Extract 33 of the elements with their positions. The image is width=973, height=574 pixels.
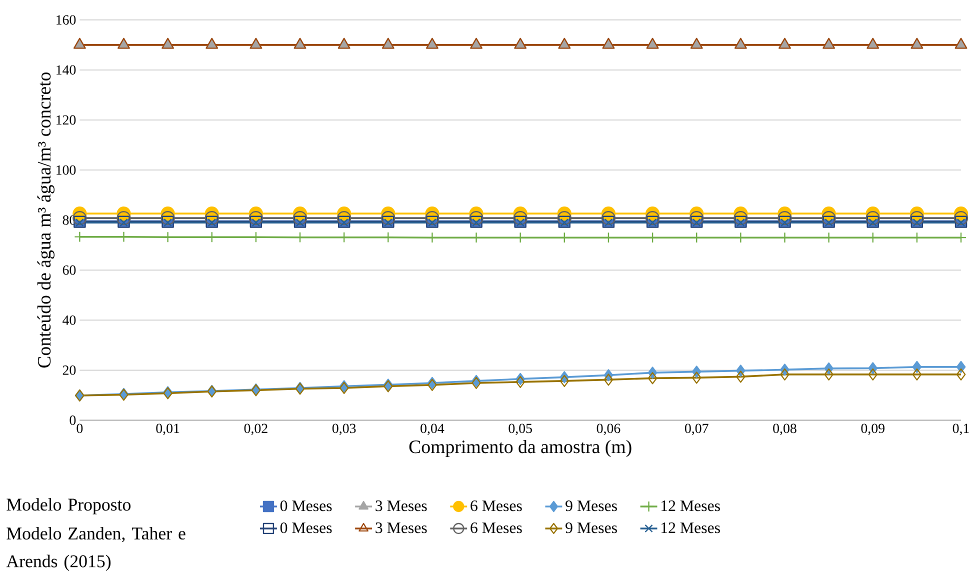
legend-label: 9 Meses bbox=[566, 500, 617, 512]
x-tick-label: 0,01 bbox=[156, 424, 180, 436]
text: Modelo Zanden, Taher e Arends (2015) bbox=[6, 527, 186, 572]
legend-label: 12 Meses bbox=[662, 522, 720, 534]
y-tick-label: 100 bbox=[56, 166, 76, 175]
legend-label: 9 Meses bbox=[566, 522, 617, 534]
legend-label: 12 Meses bbox=[662, 500, 720, 512]
x-tick-label: 0 bbox=[76, 424, 83, 434]
x-tick-label: 0,09 bbox=[861, 424, 884, 436]
x-axis-title: Comprimento da amostra (m) bbox=[409, 440, 632, 458]
text: Modelo Proposto bbox=[6, 498, 131, 514]
y-tick-label: 160 bbox=[56, 15, 76, 25]
x-tick-label: 0,1 bbox=[952, 424, 969, 436]
x-tick-label: 0,05 bbox=[508, 424, 532, 436]
x-tick-label: 0,07 bbox=[684, 424, 708, 436]
y-tick-label: 60 bbox=[62, 266, 76, 276]
legend-label: 0 Meses bbox=[280, 500, 332, 512]
legend-label: 6 Meses bbox=[470, 522, 522, 534]
y-tick-label: 140 bbox=[56, 65, 76, 75]
legend-label: 3 Meses bbox=[376, 500, 427, 512]
y-tick-label: 40 bbox=[62, 316, 76, 326]
x-tick-label: 0,03 bbox=[332, 424, 356, 436]
x-tick-label: 0,04 bbox=[420, 424, 444, 436]
y-axis-title: Conteúdo de água m³ água/m³ concreto bbox=[37, 72, 54, 368]
y-tick-label: 20 bbox=[62, 366, 76, 376]
legend-label: 3 Meses bbox=[376, 522, 427, 534]
x-tick-label: 0,06 bbox=[596, 424, 620, 436]
y-tick-label: 0 bbox=[70, 416, 76, 426]
legend-label: 0 Meses bbox=[280, 522, 332, 534]
x-tick-label: 0,08 bbox=[773, 424, 796, 436]
y-tick-label: 120 bbox=[56, 115, 76, 125]
legend-label: 6 Meses bbox=[470, 500, 522, 512]
x-tick-label: 0,02 bbox=[244, 424, 268, 436]
